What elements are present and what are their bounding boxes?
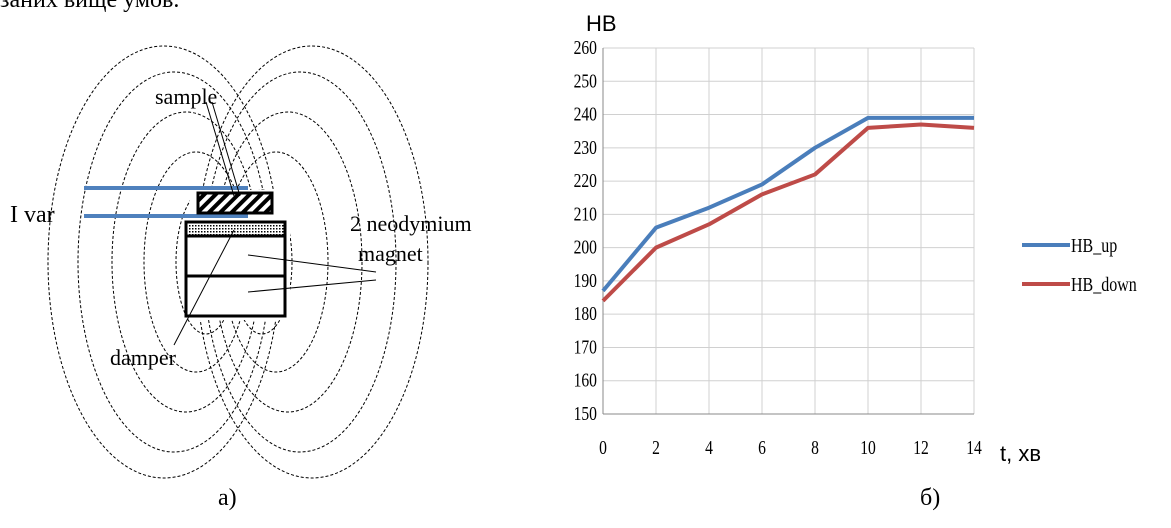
sample-block (196, 191, 274, 215)
x-tick-label: 12 (913, 436, 929, 458)
x-tick-label: 14 (966, 436, 982, 458)
header-text-fragment: заних вище умов. (0, 0, 180, 13)
caption-a: а) (218, 485, 237, 511)
caption-b: б) (920, 485, 941, 511)
y-tick-label: 170 (574, 336, 597, 358)
y-tick-label: 260 (574, 36, 597, 58)
x-tick-label: 10 (860, 436, 876, 458)
label-current: I var (10, 202, 55, 228)
label-magnet-line2: magnet (358, 241, 423, 266)
damper-leader (173, 229, 235, 346)
x-tick-label: 6 (758, 436, 766, 458)
y-tick-label: 220 (574, 169, 597, 191)
magnet-diagram (47, 45, 429, 479)
y-tick-label: 240 (574, 103, 597, 125)
y-tick-label: 160 (574, 369, 597, 391)
x-tick-label: 2 (652, 436, 660, 458)
label-damper: damper (110, 345, 176, 370)
series-line (601, 122, 975, 303)
legend-label: HB_up (1071, 234, 1117, 256)
x-tick-label: 8 (811, 436, 819, 458)
x-tick-label: 4 (705, 436, 713, 458)
label-sample: sample (155, 84, 218, 109)
y-tick-label: 230 (574, 136, 597, 158)
y-tick-label: 150 (574, 402, 597, 424)
sample-leader-2 (205, 101, 235, 197)
y-tick-label: 180 (574, 302, 597, 324)
sample-leader (211, 101, 241, 197)
label-magnet-line1: 2 neodymium (350, 211, 472, 236)
magnet-bottom (184, 274, 287, 318)
y-tick-label: 200 (574, 236, 597, 258)
legend-label: HB_down (1071, 273, 1137, 295)
field-line (195, 45, 429, 479)
magnet-top (184, 234, 287, 278)
magnet-leader-1 (247, 254, 377, 273)
magnet-leader-2 (247, 279, 377, 293)
x-axis-label: t, хв (1000, 441, 1042, 466)
series-line (601, 115, 974, 293)
y-tick-label: 210 (574, 203, 597, 225)
y-tick-label: 190 (574, 269, 597, 291)
y-tick-label: 250 (574, 69, 597, 91)
x-tick-label: 0 (599, 436, 607, 458)
y-axis-label: HB (586, 11, 617, 36)
